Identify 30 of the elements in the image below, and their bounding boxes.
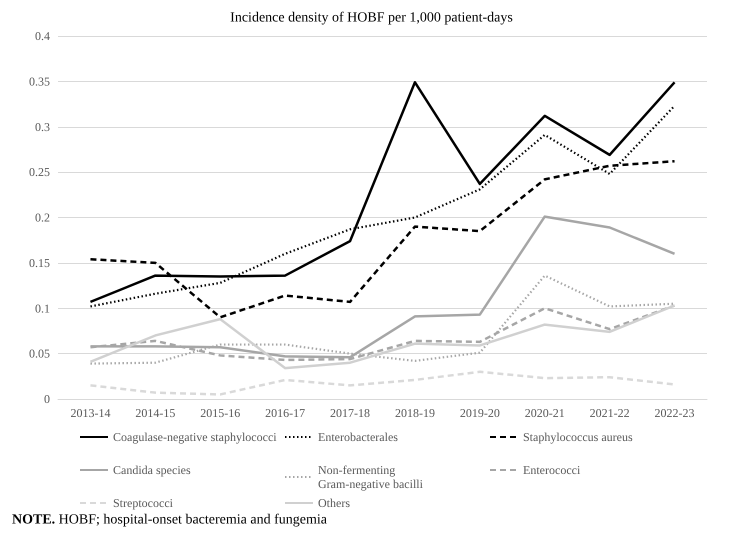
x-tick-label: 2020-21 (524, 406, 565, 420)
legend-label: Coagulase-negative staphylococci (113, 430, 278, 444)
x-tick-label: 2018-19 (394, 406, 435, 420)
line-series (89, 370, 676, 396)
legend-label: Enterococci (523, 463, 581, 477)
x-tick-label: 2019-20 (460, 406, 500, 420)
y-tick-label: 0.05 (29, 346, 50, 361)
y-tick-label: 0.25 (29, 165, 50, 180)
x-tick-label: 2022-23 (654, 406, 695, 420)
legend-label: Others (318, 496, 350, 510)
x-tick-label: 2016-17 (265, 406, 306, 420)
y-tick-label: 0.1 (35, 301, 50, 316)
text: NOTE. HOBF; hospital-onset bacteremia and fungemia (12, 512, 328, 528)
legend-label: Staphylococcus aureus (523, 430, 633, 444)
x-tick-label: 2015-16 (200, 406, 240, 420)
y-tick-label: 0.35 (29, 74, 50, 88)
x-tick-label: 2013-14 (70, 406, 110, 420)
legend-label: Streptococci (113, 496, 174, 510)
y-tick-label: 0.15 (29, 256, 50, 270)
legend-label: Enterobacterales (318, 430, 398, 444)
x-tick-label: 2014-15 (135, 406, 176, 420)
y-tick-label: 0.3 (35, 120, 50, 134)
x-tick-label: 2017-18 (330, 406, 370, 420)
legend-label: Non-fermenting Gram-negative bacilli (318, 463, 424, 491)
y-tick-label: 0.2 (35, 210, 50, 224)
y-tick-label: 0.4 (35, 29, 50, 43)
legend-label: Candida species (113, 463, 191, 477)
x-tick-label: 2021-22 (590, 406, 630, 420)
y-tick-label: 0 (44, 392, 50, 406)
chart-title: Incidence density of HOBF per 1,000 patient-days (230, 10, 513, 26)
